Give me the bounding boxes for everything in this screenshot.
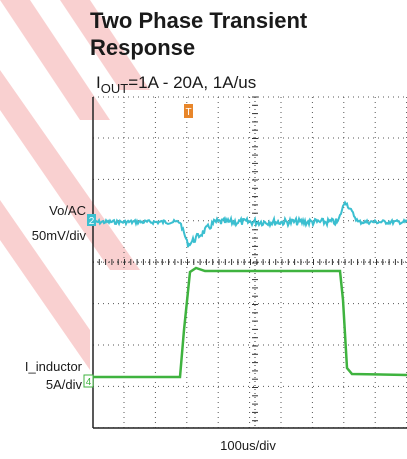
channel-scale: 5A/div xyxy=(46,377,83,392)
channel-scale: 50mV/div xyxy=(32,228,87,243)
title-line: Response xyxy=(90,35,195,60)
channel-marker-label: 2 xyxy=(89,216,95,227)
scope-grid xyxy=(93,97,407,428)
channel-label: I_inductor xyxy=(25,359,83,374)
subtitle-text: =1A - 20A, 1A/us xyxy=(128,73,256,92)
scope-screenshot: Two Phase Transient Response IOUT=1A - 2… xyxy=(0,0,407,459)
trigger-label: T xyxy=(185,107,191,118)
timebase: 100us/div xyxy=(220,438,276,453)
vo-trace xyxy=(93,203,407,248)
title-line: Two Phase Transient xyxy=(90,8,308,33)
subtitle-subscript: OUT xyxy=(101,81,129,96)
channel-marker-label: 4 xyxy=(86,377,92,388)
channel-label: Vo/AC xyxy=(49,203,86,218)
